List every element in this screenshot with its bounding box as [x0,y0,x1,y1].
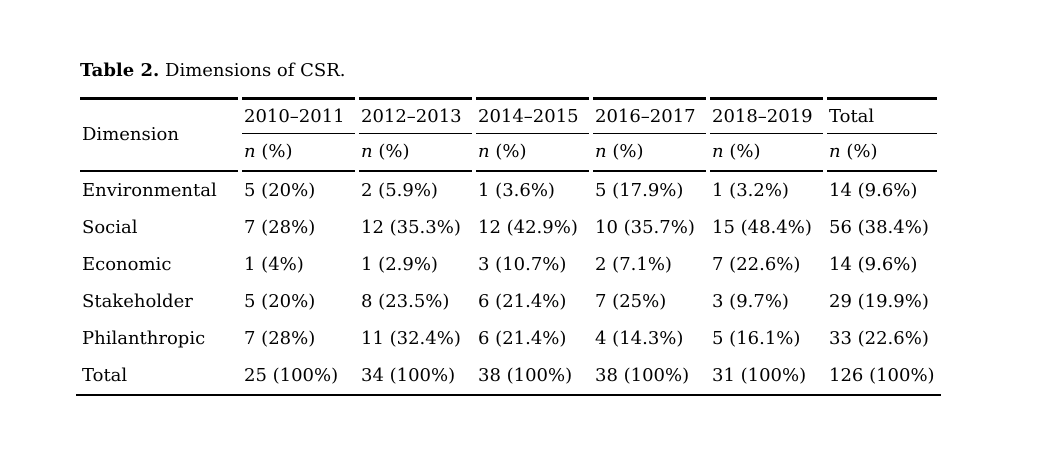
row-label: Stakeholder [82,290,193,312]
subheader-n-pct: n (%) [359,134,472,172]
table-cell: 2 (7.1%) [595,253,672,275]
subheader-n-pct: n (%) [827,134,937,172]
table-cell: 6 (21.4%) [478,327,567,349]
table-cell: 1 (2.9%) [361,253,438,275]
table-row-philanthropic: Philanthropic 7 (28%) 11 (32.4%) 6 (21.4… [80,320,937,357]
table-row-environmental: Environmental 5 (20%) 2 (5.9%) 1 (3.6%) … [80,172,937,209]
table-cell: 5 (16.1%) [712,327,801,349]
table-cell: 126 (100%) [829,364,935,386]
table-cell: 15 (48.4%) [712,216,812,238]
header-row-periods: Dimension 2010–2011 2012–2013 2014–2015 … [80,97,937,172]
subheader-n: n [712,141,724,163]
table-cell: 33 (22.6%) [829,327,929,349]
subheader-pct: (%) [261,141,293,163]
table-cell: 38 (100%) [478,364,573,386]
table-cell: 5 (20%) [244,179,316,201]
table-row-social: Social 7 (28%) 12 (35.3%) 12 (42.9%) 10 … [80,209,937,246]
row-label: Total [82,364,128,386]
subheader-pct: (%) [612,141,644,163]
csr-dimensions-table: Dimension 2010–2011 2012–2013 2014–2015 … [76,97,941,396]
table-cell: 38 (100%) [595,364,690,386]
column-header-2018-2019: 2018–2019 [710,97,823,134]
table-cell: 1 (3.6%) [478,179,555,201]
table-cell: 34 (100%) [361,364,456,386]
subheader-n: n [829,141,841,163]
header-row-subheaders: n (%) n (%) n (%) n (%) n (%) n (%) [80,134,937,172]
subheader-n-pct: n (%) [476,134,589,172]
subheader-pct: (%) [495,141,527,163]
subheader-n-pct: n (%) [593,134,706,172]
column-header-2016-2017: 2016–2017 [593,97,706,134]
table-cell: 1 (3.2%) [712,179,789,201]
row-label: Economic [82,253,172,275]
table-row-total: Total 25 (100%) 34 (100%) 38 (100%) 38 (… [80,357,937,394]
table-row-economic: Economic 1 (4%) 1 (2.9%) 3 (10.7%) 2 (7.… [80,246,937,283]
column-header-2012-2013: 2012–2013 [359,97,472,134]
table-cell: 56 (38.4%) [829,216,929,238]
row-label: Social [82,216,138,238]
table-cell: 5 (17.9%) [595,179,684,201]
table-cell: 12 (42.9%) [478,216,578,238]
subheader-n-pct: n (%) [242,134,355,172]
table-cell: 6 (21.4%) [478,290,567,312]
subheader-n: n [478,141,490,163]
subheader-n: n [361,141,373,163]
subheader-n: n [595,141,607,163]
table-cell: 7 (25%) [595,290,667,312]
table-cell: 11 (32.4%) [361,327,461,349]
table-cell: 12 (35.3%) [361,216,461,238]
subheader-n: n [244,141,256,163]
table-cell: 8 (23.5%) [361,290,450,312]
table-cell: 7 (28%) [244,327,316,349]
table-row-stakeholder: Stakeholder 5 (20%) 8 (23.5%) 6 (21.4%) … [80,283,937,320]
table-cell: 5 (20%) [244,290,316,312]
table-cell: 2 (5.9%) [361,179,438,201]
table-caption-text: Dimensions of CSR. [165,60,346,81]
table-cell: 29 (19.9%) [829,290,929,312]
table-cell: 31 (100%) [712,364,807,386]
subheader-pct: (%) [846,141,878,163]
column-header-dimension: Dimension [80,97,238,172]
table-cell: 14 (9.6%) [829,253,918,275]
row-label: Environmental [82,179,217,201]
table-cell: 3 (10.7%) [478,253,567,275]
row-label: Philanthropic [82,327,206,349]
column-header-total: Total [827,97,937,134]
subheader-n-pct: n (%) [710,134,823,172]
table-cell: 14 (9.6%) [829,179,918,201]
table-cell: 10 (35.7%) [595,216,695,238]
subheader-pct: (%) [729,141,761,163]
table-caption-label: Table 2. [80,60,160,81]
column-header-2014-2015: 2014–2015 [476,97,589,134]
table-cell: 25 (100%) [244,364,339,386]
table-cell: 7 (22.6%) [712,253,801,275]
table-cell: 7 (28%) [244,216,316,238]
column-header-2010-2011: 2010–2011 [242,97,355,134]
table-caption: Table 2. Dimensions of CSR. [80,60,346,82]
table-cell: 3 (9.7%) [712,290,789,312]
table-cell: 1 (4%) [244,253,304,275]
subheader-pct: (%) [378,141,410,163]
table-cell: 4 (14.3%) [595,327,684,349]
